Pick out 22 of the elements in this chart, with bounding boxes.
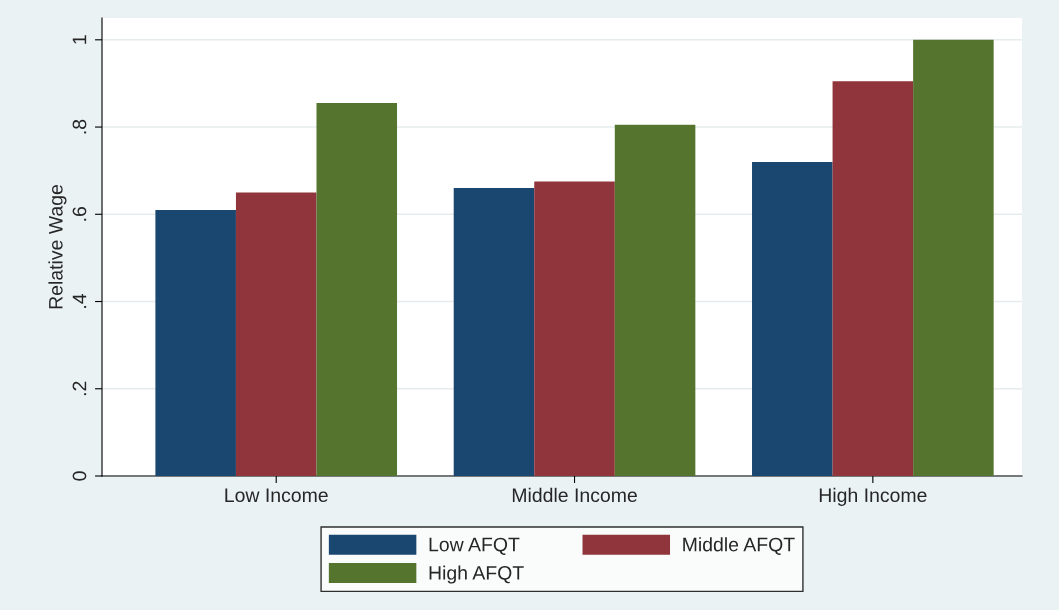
y-tick-label: .4 [72, 293, 87, 308]
legend-label: Low AFQT [429, 537, 520, 555]
bar [752, 161, 833, 476]
legend-label: High AFQT [429, 565, 524, 584]
legend-label: Middle AFQT [683, 537, 795, 555]
bar [832, 81, 914, 476]
y-tick-label: .6 [72, 207, 87, 221]
y-tick-label: .2 [72, 381, 87, 396]
x-tick-label: Middle Income [512, 487, 637, 503]
bar [316, 103, 398, 476]
bar [913, 39, 994, 476]
x-tick-label: High Income [819, 487, 927, 506]
y-axis-title: Relative Wage [48, 185, 67, 309]
y-tick-label: .8 [72, 119, 87, 134]
bar [155, 209, 236, 476]
bar [235, 192, 317, 476]
y-tick-label: 0 [72, 471, 87, 481]
x-tick-label: Low Income [225, 488, 328, 503]
bar [453, 188, 535, 476]
y-tick-label: 1 [72, 35, 87, 44]
bar [614, 124, 696, 476]
bar [534, 181, 615, 476]
